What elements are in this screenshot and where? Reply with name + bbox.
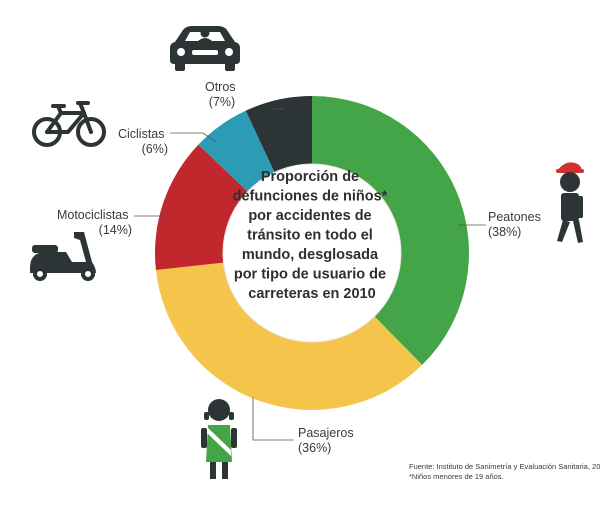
chart-title-line: carreteras en 2010 <box>248 286 375 302</box>
value-label: (14%) <box>99 223 132 237</box>
pedestrian-icon <box>556 162 584 243</box>
label-otros: Otros (7%) <box>205 80 239 109</box>
value-label: (6%) <box>142 142 168 156</box>
chart-title-line: Proporción de <box>261 169 359 185</box>
value-label: (7%) <box>209 95 235 109</box>
category-label: Peatones <box>488 210 541 224</box>
leader-line-ciclistas <box>170 132 217 143</box>
category-label: Motociclistas <box>57 208 129 222</box>
chart-title-line: por accidentes de <box>248 208 371 224</box>
chart-title-line: mundo, desglosada <box>242 247 379 263</box>
leader-lines <box>134 108 486 441</box>
slice-peatones <box>312 96 470 365</box>
chart-title-line: por tipo de usuario de <box>234 267 386 283</box>
leader-line-otros <box>273 108 283 110</box>
category-label: Ciclistas <box>118 127 165 141</box>
bicycle-icon <box>32 101 106 147</box>
leader-line-pasajeros <box>252 397 294 441</box>
chart-title-line: tránsito en todo el <box>247 228 373 244</box>
value-label: (38%) <box>488 225 521 239</box>
label-pasajeros: Pasajeros (36%) <box>298 426 357 455</box>
slice-ciclistas <box>198 110 275 192</box>
donut-hole <box>222 163 402 343</box>
slice-motociclistas <box>155 144 248 271</box>
category-label: Pasajeros <box>298 426 354 440</box>
label-peatones: Peatones (38%) <box>488 210 544 239</box>
slice-otros <box>245 96 312 173</box>
donut-slices <box>155 96 470 410</box>
source-line: Fuente: Instituto de Sanimetría y Evalua… <box>409 462 600 471</box>
chart-title-line: defunciones de niños* <box>233 189 388 205</box>
footnote-line: *Niños menores de 19 años. <box>409 472 504 481</box>
label-ciclistas: Ciclistas (6%) <box>118 127 168 156</box>
category-label: Otros <box>205 80 236 94</box>
slice-pasajeros <box>155 262 423 410</box>
chart-title: Proporción de defunciones de niños* por … <box>233 169 392 302</box>
label-motociclistas: Motociclistas (14%) <box>57 208 132 237</box>
car-icon <box>170 26 240 71</box>
source-note: Fuente: Instituto de Sanimetría y Evalua… <box>409 462 600 481</box>
value-label: (36%) <box>298 441 331 455</box>
motorcycle-icon <box>30 232 96 281</box>
passenger-child-icon <box>201 399 237 479</box>
